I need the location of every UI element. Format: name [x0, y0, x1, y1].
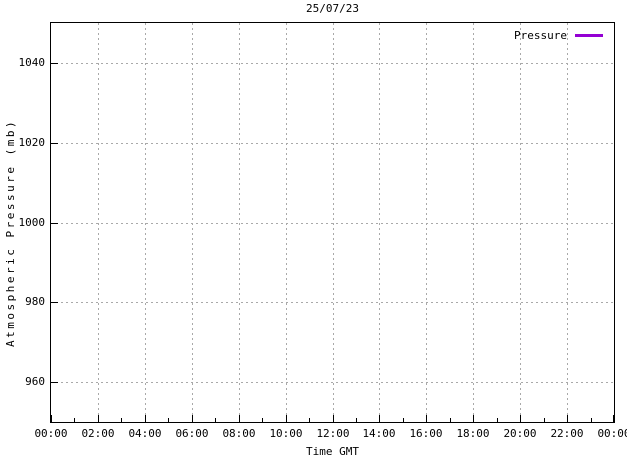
x-major-tick — [51, 415, 52, 422]
y-tick — [51, 63, 58, 64]
x-major-tick — [98, 415, 99, 422]
x-minor-tick — [497, 418, 498, 422]
x-major-tick — [567, 415, 568, 422]
x-gridline — [98, 23, 99, 422]
x-major-tick — [192, 415, 193, 422]
y-tick — [51, 382, 58, 383]
y-tick-label: 980 — [25, 295, 45, 308]
x-tick-label: 00:00 — [34, 427, 68, 440]
y-gridline — [51, 223, 614, 224]
x-gridline — [520, 23, 521, 422]
y-tick-label: 1040 — [18, 56, 46, 69]
x-major-tick — [426, 415, 427, 422]
x-tick-label: 22:00 — [550, 427, 584, 440]
x-gridline — [192, 23, 193, 422]
x-major-tick — [613, 415, 614, 422]
x-major-tick — [520, 415, 521, 422]
x-tick-label: 00:00 — [597, 427, 627, 440]
y-tick — [51, 302, 58, 303]
x-minor-tick — [356, 418, 357, 422]
x-gridline — [145, 23, 146, 422]
x-tick-label: 18:00 — [456, 427, 490, 440]
x-major-tick — [333, 415, 334, 422]
legend: Pressure — [514, 28, 603, 42]
x-tick-label: 20:00 — [503, 427, 537, 440]
x-minor-tick — [591, 418, 592, 422]
x-minor-tick — [403, 418, 404, 422]
x-major-tick — [473, 415, 474, 422]
y-gridline — [51, 382, 614, 383]
x-minor-tick — [262, 418, 263, 422]
x-major-tick — [239, 415, 240, 422]
x-gridline — [567, 23, 568, 422]
x-axis-label: Time GMT — [306, 445, 359, 458]
y-gridline — [51, 143, 614, 144]
x-minor-tick — [168, 418, 169, 422]
x-minor-tick — [121, 418, 122, 422]
y-tick-label: 1000 — [18, 216, 46, 229]
x-tick-label: 04:00 — [128, 427, 162, 440]
y-tick — [51, 143, 58, 144]
x-gridline — [473, 23, 474, 422]
x-gridline — [333, 23, 334, 422]
x-major-tick — [286, 415, 287, 422]
x-minor-tick — [544, 418, 545, 422]
x-tick-label: 06:00 — [175, 427, 209, 440]
x-minor-tick — [74, 418, 75, 422]
x-tick-label: 08:00 — [222, 427, 256, 440]
legend-line-sample — [575, 33, 603, 37]
x-gridline — [379, 23, 380, 422]
x-major-tick — [379, 415, 380, 422]
legend-label: Pressure — [514, 28, 567, 42]
x-tick-label: 10:00 — [269, 427, 303, 440]
plot-area — [50, 22, 615, 423]
y-gridline — [51, 302, 614, 303]
x-major-tick — [145, 415, 146, 422]
x-tick-label: 02:00 — [81, 427, 115, 440]
y-tick-label: 1020 — [18, 136, 46, 149]
y-gridline — [51, 63, 614, 64]
x-tick-label: 16:00 — [409, 427, 443, 440]
x-tick-label: 12:00 — [316, 427, 350, 440]
x-minor-tick — [450, 418, 451, 422]
chart-title: 25/07/23 — [306, 2, 359, 15]
x-gridline — [239, 23, 240, 422]
x-minor-tick — [309, 418, 310, 422]
x-minor-tick — [215, 418, 216, 422]
x-tick-label: 14:00 — [362, 427, 396, 440]
x-gridline — [286, 23, 287, 422]
x-gridline — [426, 23, 427, 422]
y-tick — [51, 223, 58, 224]
y-axis-label: Atmospheric Pressure (mb) — [4, 118, 17, 347]
y-tick-label: 960 — [25, 375, 45, 388]
